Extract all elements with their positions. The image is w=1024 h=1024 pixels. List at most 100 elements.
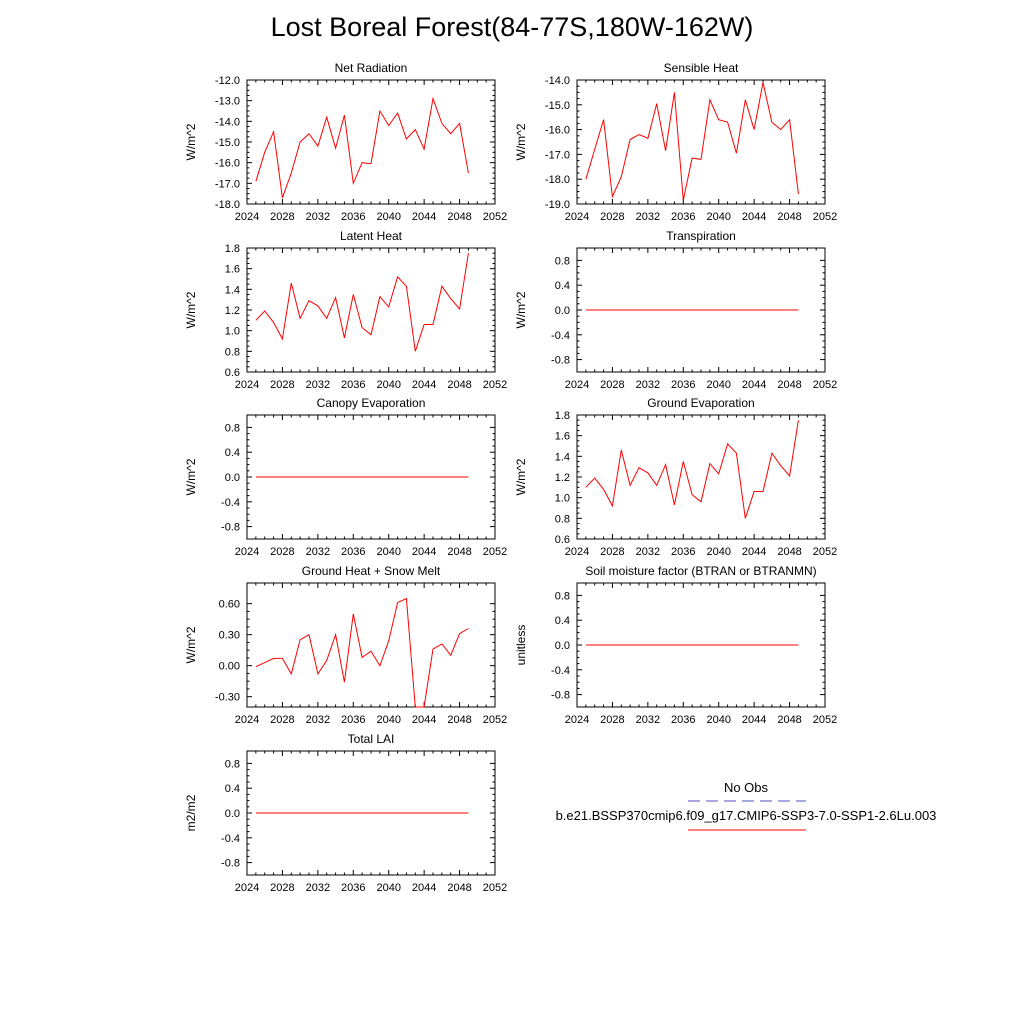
data-point — [692, 644, 693, 645]
y-tick-label: 0.8 — [555, 513, 570, 525]
y-axis-label: W/m^2 — [184, 626, 198, 663]
data-point — [798, 194, 799, 195]
data-point — [370, 651, 371, 652]
x-tick-label: 2032 — [306, 379, 330, 391]
data-point — [370, 476, 371, 477]
data-point — [754, 491, 755, 492]
data-point — [709, 644, 710, 645]
y-tick-label: -0.4 — [551, 665, 570, 677]
data-point — [264, 152, 265, 153]
data-point — [665, 150, 666, 151]
y-axis-label: unitless — [514, 625, 528, 666]
data-point — [291, 812, 292, 813]
data-point — [273, 476, 274, 477]
data-point — [291, 283, 292, 284]
data-point — [762, 309, 763, 310]
data-point — [282, 476, 283, 477]
data-point — [798, 420, 799, 421]
legend-case-label: b.e21.BSSP370cmip6.f09_g17.CMIP6-SSP3-7.… — [556, 808, 937, 823]
data-point — [603, 489, 604, 490]
data-point — [317, 476, 318, 477]
panel-title: Ground Heat + Snow Melt — [302, 564, 441, 578]
x-tick-label: 2052 — [813, 379, 837, 391]
data-point — [273, 131, 274, 132]
data-point — [780, 644, 781, 645]
x-tick-label: 2036 — [341, 211, 365, 223]
x-tick-label: 2036 — [341, 714, 365, 726]
legend: No Obs b.e21.BSSP370cmip6.f09_g17.CMIP6-… — [556, 780, 937, 831]
y-tick-label: 0.0 — [555, 305, 570, 317]
y-tick-label: -0.4 — [221, 497, 240, 509]
data-point — [432, 98, 433, 99]
x-tick-label: 2048 — [777, 379, 801, 391]
y-axis-label: W/m^2 — [514, 291, 528, 328]
y-axis-label: W/m^2 — [184, 458, 198, 495]
panel-7: Ground Heat + Snow Melt W/m^2 2024 2028 2032… — [184, 564, 507, 726]
y-tick-label: 1.0 — [555, 493, 570, 505]
x-tick-label: 2024 — [565, 714, 589, 726]
x-tick-label: 2028 — [600, 546, 624, 558]
y-tick-label: -0.8 — [551, 690, 570, 702]
data-point — [771, 122, 772, 123]
data-point — [415, 706, 416, 707]
data-point — [362, 476, 363, 477]
data-point — [585, 487, 586, 488]
y-tick-label: 0.8 — [225, 422, 240, 434]
data-point — [326, 812, 327, 813]
x-tick-label: 2028 — [600, 714, 624, 726]
data-point — [638, 309, 639, 310]
data-point — [388, 306, 389, 307]
data-point — [647, 138, 648, 139]
x-tick-label: 2036 — [671, 546, 695, 558]
data-point — [424, 812, 425, 813]
data-point — [362, 812, 363, 813]
data-point — [441, 476, 442, 477]
data-point — [736, 309, 737, 310]
data-point — [397, 113, 398, 114]
data-point — [727, 309, 728, 310]
data-point — [441, 123, 442, 124]
y-tick-label: 0.0 — [555, 640, 570, 652]
series-line — [255, 597, 469, 708]
y-tick-label: 1.2 — [555, 472, 570, 484]
x-tick-label: 2044 — [412, 379, 436, 391]
panel-title: Sensible Heat — [664, 61, 739, 75]
y-tick-label: -12.0 — [215, 75, 240, 87]
data-point — [585, 644, 586, 645]
figure-title: Lost Boreal Forest(84-77S,180W-162W) — [270, 12, 754, 42]
x-tick-label: 2036 — [341, 546, 365, 558]
plot-frame — [246, 582, 496, 708]
y-tick-label: -19.0 — [545, 199, 570, 211]
x-tick-label: 2028 — [270, 546, 294, 558]
x-tick-label: 2048 — [777, 546, 801, 558]
data-point — [362, 657, 363, 658]
y-axis-label: W/m^2 — [514, 458, 528, 495]
x-tick-label: 2048 — [447, 211, 471, 223]
x-tick-label: 2040 — [706, 379, 730, 391]
x-tick-label: 2024 — [235, 546, 259, 558]
data-point — [459, 812, 460, 813]
data-point — [603, 309, 604, 310]
plot-frame — [246, 247, 496, 373]
data-point — [674, 644, 675, 645]
y-tick-label: -0.30 — [215, 692, 240, 704]
data-point — [379, 812, 380, 813]
data-point — [344, 812, 345, 813]
x-tick-label: 2032 — [636, 211, 660, 223]
y-tick-label: -0.8 — [221, 522, 240, 534]
x-tick-label: 2028 — [600, 379, 624, 391]
x-tick-label: 2028 — [600, 211, 624, 223]
data-point — [308, 812, 309, 813]
data-point — [780, 129, 781, 130]
data-point — [727, 443, 728, 444]
data-point — [415, 129, 416, 130]
data-point — [754, 129, 755, 130]
data-point — [255, 476, 256, 477]
data-point — [718, 473, 719, 474]
y-tick-label: -17.0 — [215, 178, 240, 190]
data-point — [317, 305, 318, 306]
data-point — [789, 644, 790, 645]
x-tick-label: 2048 — [447, 546, 471, 558]
data-point — [683, 200, 684, 201]
data-point — [300, 318, 301, 319]
